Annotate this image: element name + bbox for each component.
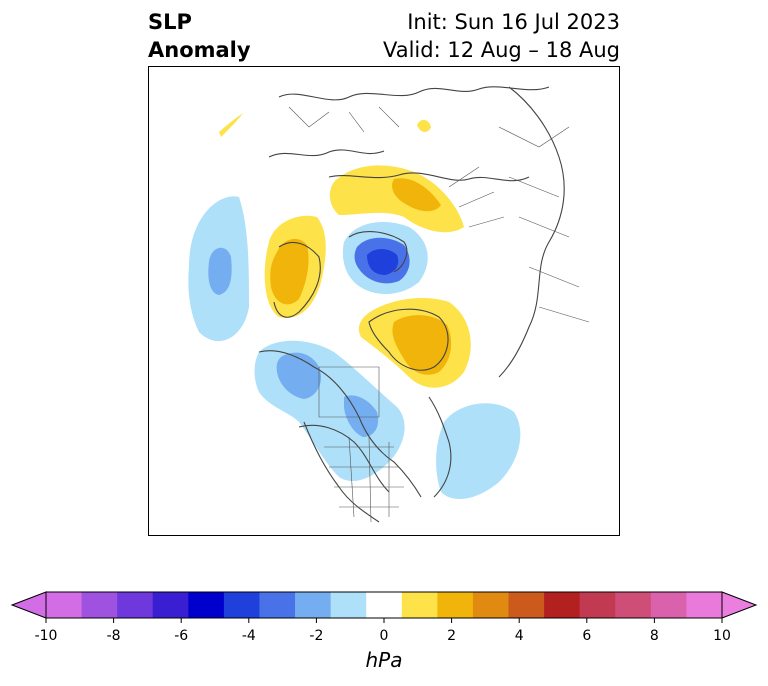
colorbar-segment: [437, 592, 474, 618]
colorbar-segment: [401, 592, 438, 618]
colorbar-segment: [330, 592, 367, 618]
init-date: Init: Sun 16 Jul 2023: [407, 10, 620, 34]
colorbar-tick-label: -4: [241, 628, 256, 644]
map-panel: [148, 66, 620, 536]
negative-anomaly-north-atlantic: [436, 403, 521, 500]
title-variable-type: Anomaly: [148, 38, 251, 62]
colorbar-segment: [508, 592, 545, 618]
anomaly-fills: [188, 113, 521, 500]
positive-anomaly-northern-europe-core: [392, 178, 441, 212]
colorbar-tick-label: 10: [713, 628, 731, 644]
colorbar: [10, 591, 758, 623]
colorbar-segment: [366, 592, 403, 618]
colorbar-segment: [188, 592, 225, 618]
colorbar-segment: [117, 592, 154, 618]
colorbar-tick-label: -6: [174, 628, 189, 644]
positive-anomaly-small-north: [417, 119, 431, 132]
colorbar-tick-label: -2: [309, 628, 324, 644]
colorbar-segment: [46, 592, 83, 618]
colorbar-segment: [650, 592, 687, 618]
colorbar-segment: [295, 592, 332, 618]
negative-anomaly-alaska-canada: [254, 340, 405, 482]
negative-anomaly-north-pacific-core: [208, 247, 232, 295]
negative-anomaly-barents-kara-sea-core: [367, 249, 399, 275]
colorbar-units: hPa: [365, 648, 403, 672]
colorbar-segment: [81, 592, 118, 618]
positive-anomaly-greenland-core: [392, 315, 452, 375]
colorbar-segment: [615, 592, 652, 618]
colorbar-segment: [544, 592, 581, 618]
colorbar-segment: [152, 592, 189, 618]
title-left: SLP Anomaly: [148, 8, 251, 64]
borders: [288, 106, 590, 523]
positive-anomaly-east-siberia-core: [270, 238, 309, 305]
colorbar-tick-label: 6: [582, 628, 592, 644]
colorbar-segment: [579, 592, 616, 618]
polar-map: [188, 86, 590, 523]
colorbar-over-arrow: [721, 591, 758, 619]
colorbar-tick-label: -10: [34, 628, 58, 644]
title-right: Init: Sun 16 Jul 2023 Valid: 12 Aug – 18…: [383, 8, 620, 64]
colorbar-tick-label: 4: [514, 628, 524, 644]
colorbar-segment: [472, 592, 510, 618]
colorbar-segment: [259, 592, 296, 618]
colorbar-tick-label: 8: [649, 628, 659, 644]
valid-range: Valid: 12 Aug – 18 Aug: [382, 38, 620, 62]
colorbar-under-arrow: [10, 591, 47, 619]
positive-anomaly-small-west: [219, 113, 243, 137]
colorbar-segment: [686, 592, 723, 618]
colorbar-segment: [223, 592, 260, 618]
colorbar-tick-label: 0: [379, 628, 389, 644]
title-variable: SLP: [148, 10, 192, 34]
colorbar-tick-label: 2: [447, 628, 457, 644]
colorbar-tick-label: -8: [106, 628, 121, 644]
positive-anomaly-northern-europe: [329, 165, 464, 233]
